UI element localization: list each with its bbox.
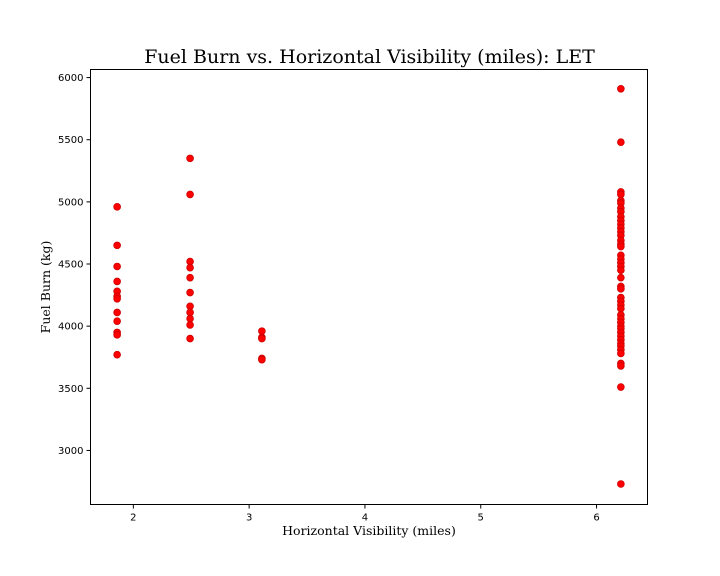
x-tick-label: 6	[593, 513, 599, 524]
data-point	[186, 308, 194, 317]
data-point	[186, 273, 194, 282]
y-tick-label: 3500	[58, 384, 83, 395]
plot-frame	[90, 69, 648, 505]
data-point	[186, 314, 194, 323]
y-tick-label: 3000	[58, 446, 83, 457]
data-point	[617, 383, 625, 391]
data-point	[617, 273, 625, 282]
data-point	[258, 355, 266, 364]
data-point	[113, 308, 121, 317]
data-point	[617, 84, 625, 93]
data-point	[113, 203, 121, 211]
data-point	[617, 349, 625, 358]
data-point	[186, 263, 194, 272]
y-tick-label: 6000	[58, 73, 83, 84]
data-point	[113, 277, 121, 286]
data-point	[113, 241, 121, 250]
data-point	[113, 317, 121, 325]
x-tick-label: 2	[130, 513, 136, 524]
data-point	[617, 480, 625, 488]
y-tick-label: 4000	[58, 322, 83, 333]
data-point	[617, 266, 625, 275]
data-points	[113, 84, 625, 488]
data-point	[617, 362, 625, 370]
data-point	[113, 350, 121, 359]
data-point	[186, 257, 194, 266]
data-point	[186, 321, 194, 329]
data-point	[258, 334, 266, 343]
y-tick-label: 5500	[58, 135, 83, 146]
data-point	[617, 285, 625, 293]
y-tick-label: 5000	[58, 197, 83, 208]
chart-title: Fuel Burn vs. Horizontal Visibility (mil…	[144, 46, 595, 68]
y-axis-label: Fuel Burn (kg)	[38, 241, 53, 334]
data-point	[617, 242, 625, 251]
data-point	[113, 262, 121, 271]
data-point	[186, 154, 194, 163]
data-point	[186, 334, 194, 343]
x-tick-label: 4	[362, 513, 368, 524]
x-tick-label: 5	[478, 513, 484, 524]
x-axis-label: Horizontal Visibility (miles)	[282, 523, 456, 538]
data-point	[186, 302, 194, 311]
data-point	[258, 327, 266, 335]
data-point	[617, 190, 625, 199]
x-tick-label: 3	[246, 513, 252, 524]
data-point	[186, 288, 194, 297]
axis-ticks: 2 3 4 5 6 3000 3500 4000 4500 5000 5500 6000	[58, 73, 600, 523]
data-point	[113, 295, 121, 303]
data-point	[113, 331, 121, 339]
data-point	[617, 138, 625, 147]
y-tick-label: 4500	[58, 260, 83, 271]
data-point	[186, 190, 194, 199]
data-point	[617, 304, 625, 313]
